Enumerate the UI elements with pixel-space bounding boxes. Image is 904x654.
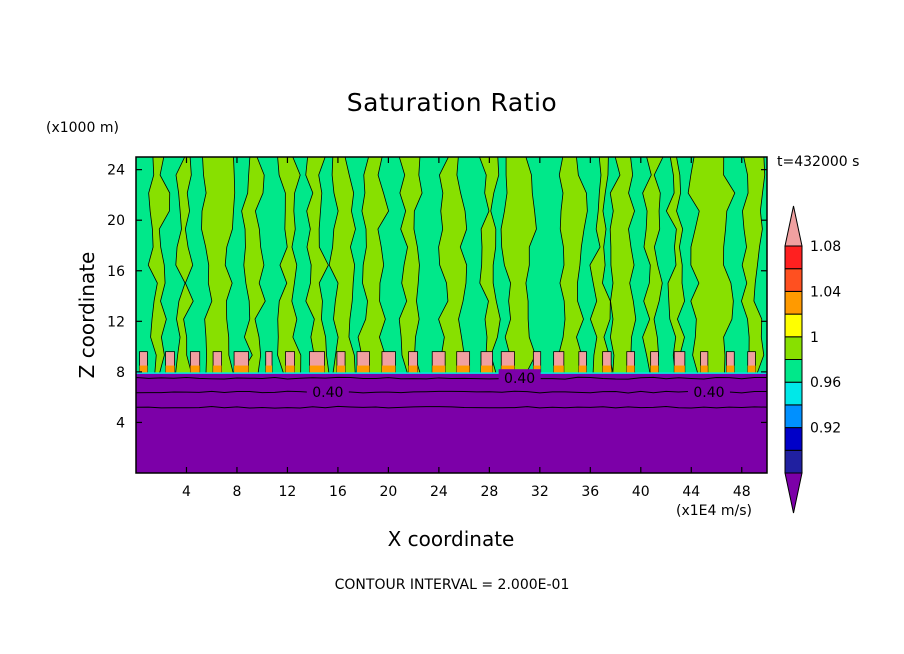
x-tick-label: 36 bbox=[581, 484, 599, 500]
cloud-cap-band bbox=[650, 365, 659, 374]
y-tick-label: 24 bbox=[107, 163, 125, 179]
cloud-cap-band bbox=[456, 365, 470, 374]
y-axis-unit: (x1000 m) bbox=[46, 120, 119, 136]
cloud-cap-band bbox=[674, 365, 685, 374]
colorbar-swatch bbox=[784, 336, 803, 360]
y-tick-label: 8 bbox=[116, 365, 125, 381]
colorbar-swatch bbox=[784, 313, 803, 338]
lower-layer-fill bbox=[136, 373, 767, 473]
colorbar-min-arrow bbox=[784, 472, 803, 514]
cloud-cap-band bbox=[336, 365, 346, 374]
x-tick-label: 48 bbox=[733, 484, 751, 500]
contour-label: 0.40 bbox=[504, 371, 535, 387]
colorbar-swatch bbox=[784, 404, 803, 429]
contour-interval-note: CONTOUR INTERVAL = 2.000E-01 bbox=[334, 577, 570, 593]
cloud-cap-band bbox=[480, 365, 493, 374]
cloud-cap-band bbox=[190, 365, 200, 374]
x-tick-label: 24 bbox=[430, 484, 448, 500]
y-tick-label: 16 bbox=[107, 264, 125, 280]
contour-label: 0.40 bbox=[312, 385, 343, 401]
cloud-cap-band bbox=[408, 365, 418, 374]
cloud-cap-band bbox=[234, 365, 249, 374]
cloud-cap-band bbox=[165, 365, 175, 374]
x-tick-label: 20 bbox=[379, 484, 397, 500]
colorbar-level-label: 1.04 bbox=[810, 284, 841, 300]
y-tick-label: 4 bbox=[116, 415, 125, 431]
cloud-cap-band bbox=[626, 365, 635, 374]
x-tick-label: 12 bbox=[279, 484, 297, 500]
contour-line bbox=[136, 376, 767, 380]
time-label: t=432000 s bbox=[777, 154, 860, 170]
colorbar-swatch bbox=[784, 381, 803, 406]
colorbar-level-label: 0.92 bbox=[810, 421, 841, 437]
contour-label-bg bbox=[687, 383, 730, 402]
x-tick-label: 32 bbox=[531, 484, 549, 500]
x-axis-label: X coordinate bbox=[387, 527, 515, 551]
cloud-cap-band bbox=[213, 365, 222, 374]
chart-title: Saturation Ratio bbox=[346, 88, 558, 117]
colorbar-swatch bbox=[784, 268, 803, 292]
colorbar-max-arrow bbox=[784, 205, 803, 247]
cloud-cap-band bbox=[578, 365, 587, 374]
colorbar-level-label: 1 bbox=[810, 330, 819, 346]
x-tick-label: 44 bbox=[682, 484, 700, 500]
cloud-cap-band bbox=[265, 365, 273, 374]
cloud-cap-band bbox=[139, 365, 148, 374]
x-tick-label: 4 bbox=[182, 484, 191, 500]
plot-frame bbox=[135, 156, 768, 474]
cloud-cap-band bbox=[553, 365, 564, 374]
contour-line bbox=[136, 390, 767, 394]
contour-label-bg bbox=[306, 383, 349, 402]
contour-line bbox=[136, 405, 767, 409]
colorbar-swatch bbox=[784, 449, 803, 474]
contour-label: 0.40 bbox=[693, 385, 724, 401]
cloud-cap-band bbox=[602, 365, 612, 374]
cloud-cap-band bbox=[309, 365, 325, 374]
cloud-cap-band bbox=[700, 365, 708, 374]
x-tick-label: 40 bbox=[632, 484, 650, 500]
x-axis-unit: (x1E4 m/s) bbox=[676, 503, 752, 519]
x-tick-label: 16 bbox=[329, 484, 347, 500]
cloud-cap-band bbox=[356, 365, 370, 374]
colorbar-level-label: 1.08 bbox=[810, 239, 841, 255]
colorbar-swatch bbox=[784, 427, 803, 451]
cloud-cap-band bbox=[285, 365, 295, 374]
colorbar-swatch bbox=[784, 359, 803, 383]
cloud-cap-band bbox=[381, 365, 396, 374]
contour-label-bg bbox=[498, 369, 541, 388]
y-tick-label: 12 bbox=[107, 314, 125, 330]
cloud-cap-band bbox=[747, 365, 756, 374]
colorbar-swatch bbox=[784, 290, 803, 315]
colorbar-level-label: 0.96 bbox=[810, 375, 841, 391]
x-tick-label: 28 bbox=[480, 484, 498, 500]
x-tick-label: 8 bbox=[232, 484, 241, 500]
cloud-cap-band bbox=[726, 365, 735, 374]
y-tick-label: 20 bbox=[107, 213, 125, 229]
colorbar-swatch bbox=[784, 245, 803, 270]
cloud-cap-band bbox=[432, 365, 446, 374]
